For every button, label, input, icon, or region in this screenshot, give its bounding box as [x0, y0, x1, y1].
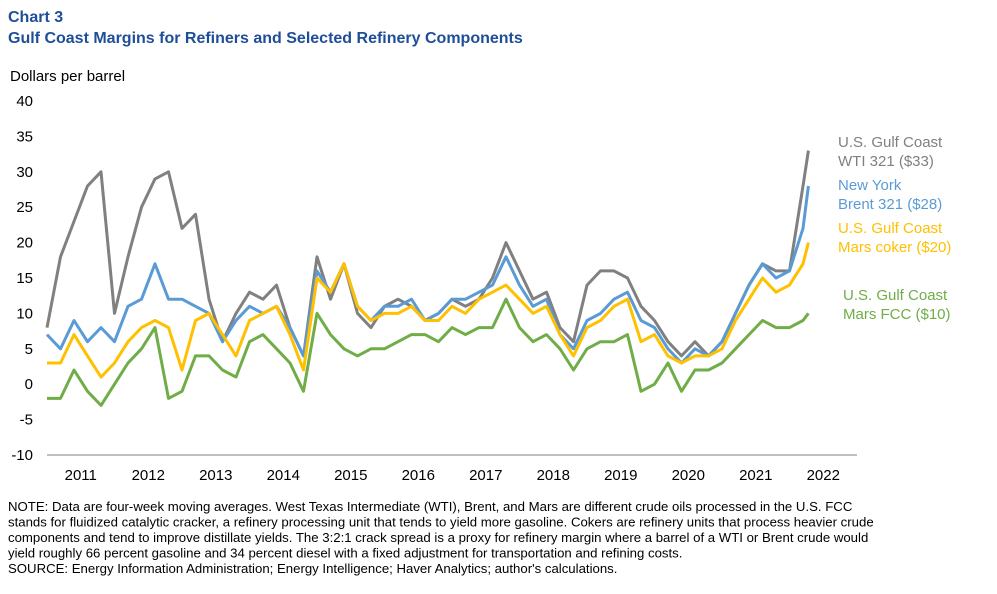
x-tick-label: 2013: [199, 467, 232, 484]
y-axis-label: Dollars per barrel: [10, 68, 125, 85]
x-tick-label: 2017: [469, 467, 502, 484]
chart-subtitle: Gulf Coast Margins for Refiners and Sele…: [8, 30, 523, 47]
legend-label: U.S. Gulf Coast: [838, 134, 943, 151]
note-line: NOTE: Data are four-week moving averages…: [8, 499, 853, 514]
series-line: [47, 242, 810, 379]
note-line: yield roughly 66 percent gasoline and 34…: [8, 546, 682, 561]
y-tick-label: -5: [20, 412, 33, 429]
legend-label: New York: [838, 177, 902, 194]
x-tick-label: 2019: [604, 467, 637, 484]
x-tick-label: 2015: [334, 467, 367, 484]
y-tick-label: 35: [16, 128, 33, 145]
y-tick-label: 30: [16, 164, 33, 181]
note-line: SOURCE: Energy Information Administratio…: [8, 561, 617, 576]
x-tick-label: 2011: [65, 467, 97, 484]
series-line: [47, 297, 810, 407]
y-tick-label: 25: [16, 199, 33, 216]
legend-label: Brent 321 ($28): [838, 196, 942, 213]
note-line: stands for fluidized catalytic cracker, …: [8, 515, 874, 530]
y-tick-label: 5: [25, 341, 33, 358]
legend-label: U.S. Gulf Coast: [843, 287, 948, 304]
x-tick-label: 2021: [739, 467, 772, 484]
x-tick-label: 2016: [402, 467, 435, 484]
x-tick-label: 2022: [807, 467, 840, 484]
legend-label: WTI 321 ($33): [838, 153, 934, 170]
chart-title: Chart 3: [8, 9, 63, 26]
series-line: [45, 185, 810, 365]
note-line: components and tend to improve distillat…: [8, 530, 868, 545]
y-tick-label: 15: [16, 270, 33, 287]
x-tick-label: 2014: [267, 467, 300, 484]
legend-label: Mars coker ($20): [838, 239, 951, 256]
y-tick-label: 0: [25, 376, 33, 393]
y-tick-label: 20: [16, 235, 33, 252]
x-tick-label: 2020: [672, 467, 705, 484]
x-tick-label: 2018: [537, 467, 570, 484]
x-tick-label: 2012: [132, 467, 165, 484]
legend-label: Mars FCC ($10): [843, 306, 951, 323]
y-tick-label: -10: [11, 447, 33, 464]
legend-label: U.S. Gulf Coast: [838, 220, 943, 237]
y-tick-label: 10: [16, 305, 33, 322]
y-tick-label: 40: [16, 93, 33, 110]
